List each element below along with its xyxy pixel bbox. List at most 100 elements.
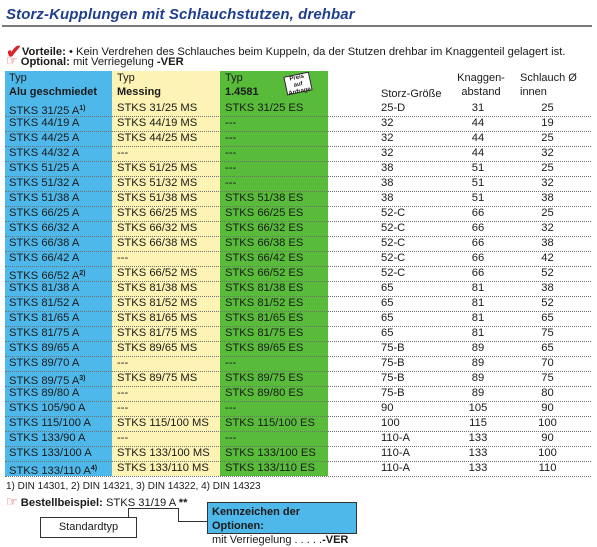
cell-knaggen: 66 (471, 237, 485, 249)
connector-line (178, 508, 179, 522)
cell-alu-text: STKS 44/25 A (9, 132, 80, 144)
cell-schlauch: 75 (541, 372, 554, 384)
table-row: STKS 89/65 A STKS 89/65 MS STKS 89/65 ES 75… (5, 341, 591, 357)
table-row: STKS 115/100 A STKS 115/100 MS STKS 115/10… (5, 416, 591, 432)
cell-es: STKS 89/75 ES (225, 372, 304, 384)
cell-alu: STKS 133/90 A (9, 432, 86, 445)
cell-es: STKS 133/110 ES (225, 462, 315, 474)
cell-alu-text: STKS 66/25 A (9, 207, 80, 219)
cell-messing: STKS 66/52 MS (117, 267, 198, 279)
cell-messing: STKS 51/32 MS (117, 177, 198, 189)
table-row: STKS 133/110 A4) STKS 133/110 MS STKS 133/… (5, 461, 591, 477)
header-storz: Storz-Größe (381, 88, 442, 100)
cell-messing: STKS 81/38 MS (117, 282, 198, 294)
cell-alu-text: STKS 115/100 A (9, 417, 91, 429)
header-alu-material: Alu geschmiedet (9, 86, 98, 98)
title-bar: Storz-Kupplungen mit Schlauchstutzen, dr… (2, 5, 592, 27)
cell-messing: STKS 66/32 MS (117, 222, 198, 234)
page-title: Storz-Kupplungen mit Schlauchstutzen, dr… (6, 6, 355, 23)
cell-messing: STKS 81/75 MS (117, 327, 198, 339)
alu-column-bg (5, 71, 112, 476)
header-alu: Typ Alu geschmiedet (9, 71, 97, 101)
cell-storz: 52-C (381, 207, 406, 219)
table-row: STKS 133/90 A --- --- 110-A 133 90 (5, 431, 591, 447)
cell-messing: STKS 44/25 MS (117, 132, 198, 144)
cell-schlauch: 25 (541, 102, 554, 114)
cell-storz: 38 (381, 192, 394, 204)
cell-alu-text: STKS 66/42 A (9, 252, 80, 264)
cell-messing: --- (117, 402, 129, 414)
cell-es: --- (225, 432, 237, 444)
cell-es: --- (225, 402, 237, 414)
table-row: STKS 51/25 A STKS 51/25 MS --- 38 51 25 (5, 161, 591, 177)
table-row: STKS 81/52 A STKS 81/52 MS STKS 81/52 ES 65… (5, 296, 591, 312)
table-row: STKS 66/25 A STKS 66/25 MS STKS 66/25 ES 52… (5, 206, 591, 222)
cell-knaggen: 51 (471, 162, 485, 174)
cell-alu-text: STKS 89/80 A (9, 387, 80, 399)
cell-storz: 75-B (381, 387, 405, 399)
cell-es: STKS 81/52 ES (225, 297, 304, 309)
standardtyp-box: Standardtyp (40, 517, 137, 538)
cell-storz: 100 (381, 417, 400, 429)
cell-schlauch: 38 (541, 282, 554, 294)
cell-knaggen: 81 (471, 282, 485, 294)
cell-knaggen: 81 (471, 297, 485, 309)
cell-knaggen: 89 (471, 342, 485, 354)
kennzeichen-title: Kennzeichen der Optionen: (212, 506, 301, 532)
cell-alu-text: STKS 133/90 A (9, 432, 86, 444)
cell-alu: STKS 51/38 A (9, 192, 79, 205)
vorteile-label: Vorteile: (21, 46, 66, 58)
kennzeichen-box: Kennzeichen der Optionen: mit Verriegelu… (207, 502, 357, 546)
cell-storz: 110-A (381, 462, 411, 474)
cell-alu: STKS 66/32 A (9, 222, 79, 235)
cell-alu: STKS 31/25 A1) (9, 102, 86, 118)
cell-schlauch: 100 (538, 447, 557, 459)
cell-storz: 75-B (381, 372, 405, 384)
cell-es: --- (225, 357, 237, 369)
bestellbeispiel-line: ☞ Bestellbeispiel: STKS 31/19 A ** (6, 494, 187, 510)
cell-storz: 52-C (381, 252, 406, 264)
cell-knaggen: 66 (471, 222, 485, 234)
cell-knaggen: 133 (468, 462, 488, 474)
cell-knaggen: 81 (471, 312, 485, 324)
cell-knaggen: 81 (471, 327, 485, 339)
cell-storz: 75-B (381, 357, 405, 369)
cell-schlauch: 38 (541, 237, 554, 249)
cell-es: --- (225, 132, 237, 144)
cell-es: STKS 89/80 ES (225, 387, 304, 399)
checkmark-icon: ✔ (6, 42, 22, 63)
cell-storz: 38 (381, 177, 394, 189)
cell-alu-footnote: 1) (79, 105, 86, 112)
cell-knaggen: 89 (471, 387, 485, 399)
cell-messing: STKS 89/65 MS (117, 342, 198, 354)
cell-schlauch: 90 (541, 402, 554, 414)
cell-storz: 110-A (381, 447, 411, 459)
cell-alu-text: STKS 89/65 A (9, 342, 80, 354)
cell-storz: 32 (381, 117, 394, 129)
cell-storz: 90 (381, 402, 394, 414)
bestell-label: Bestellbeispiel: (20, 497, 103, 509)
cell-alu: STKS 115/100 A (9, 417, 91, 430)
cell-alu: STKS 66/42 A (9, 252, 79, 265)
table-row: STKS 66/32 A STKS 66/32 MS STKS 66/32 ES 52… (5, 221, 591, 237)
cell-alu-text: STKS 81/75 A (9, 327, 80, 339)
cell-alu-text: STKS 44/19 A (9, 117, 80, 129)
cell-knaggen: 31 (471, 102, 485, 114)
cell-storz: 110-A (381, 432, 411, 444)
messing-column-bg (112, 71, 220, 476)
cell-es: STKS 66/25 ES (225, 207, 304, 219)
cell-messing: --- (117, 357, 129, 369)
cell-schlauch: 65 (541, 342, 554, 354)
cell-schlauch: 52 (541, 297, 554, 309)
cell-es: STKS 81/75 ES (225, 327, 304, 339)
cell-messing: STKS 51/38 MS (117, 192, 198, 204)
cell-knaggen: 66 (471, 207, 485, 219)
header-schlauch-1: Schlauch Ø (520, 72, 577, 84)
header-es-material: 1.4581 (225, 86, 259, 98)
footnote: 1) DIN 14301, 2) DIN 14321, 3) DIN 14322… (6, 481, 261, 492)
connector-line (178, 521, 207, 522)
cell-messing: STKS 133/100 MS (117, 447, 210, 459)
cell-messing: STKS 66/38 MS (117, 237, 198, 249)
cell-knaggen: 133 (468, 447, 488, 459)
cell-messing: --- (117, 147, 129, 159)
